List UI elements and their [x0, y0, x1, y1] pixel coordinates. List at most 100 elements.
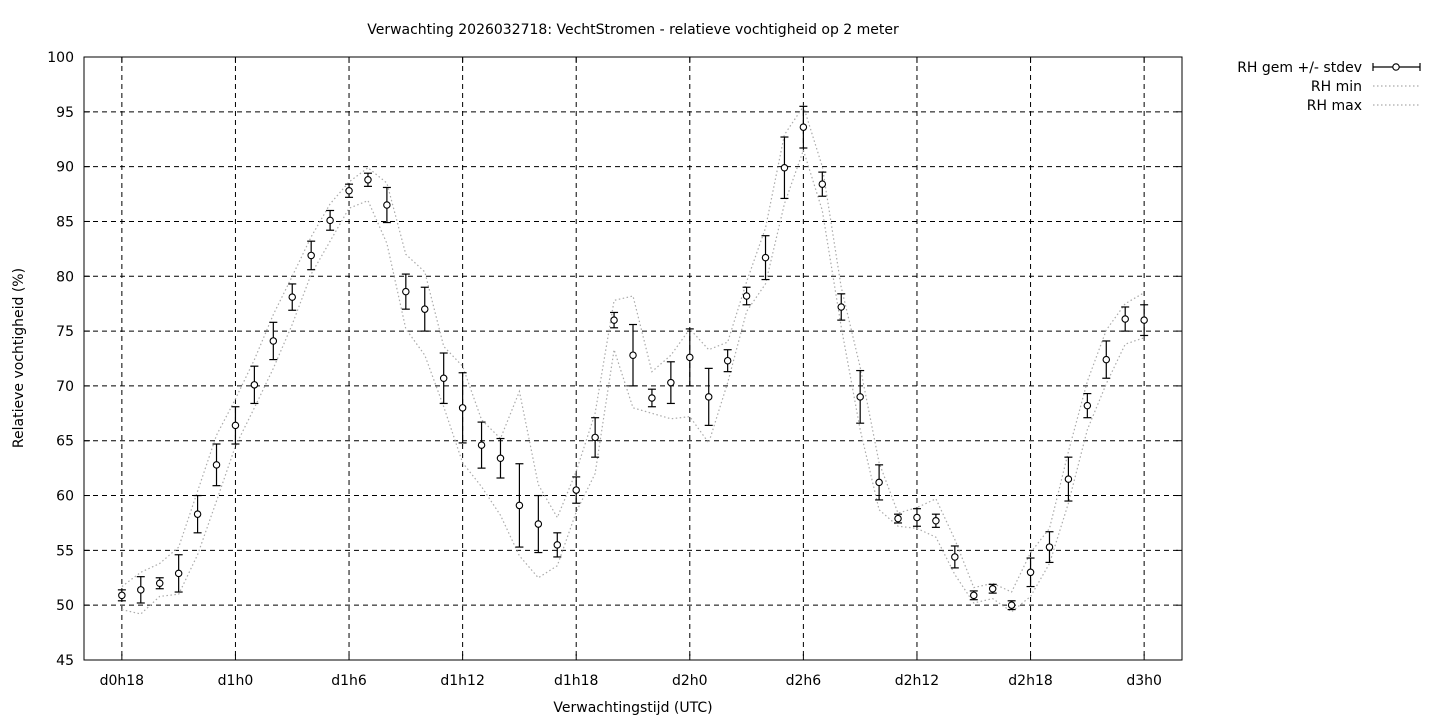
- mean-marker: [686, 353, 694, 362]
- data-point: [363, 172, 372, 187]
- mean-marker: [269, 337, 278, 345]
- data-point: [931, 513, 940, 528]
- data-point: [969, 590, 978, 601]
- data-point: [591, 417, 600, 458]
- data-point: [155, 577, 164, 590]
- data-point: [761, 235, 770, 281]
- y-tick-label: 50: [56, 598, 74, 614]
- mean-marker: [231, 421, 240, 430]
- y-tick-label: 75: [56, 324, 74, 340]
- mean-marker: [894, 514, 902, 523]
- data-point: [1026, 557, 1035, 588]
- mean-marker: [1007, 601, 1016, 609]
- y-tick-label: 60: [56, 489, 74, 505]
- mean-marker: [572, 486, 580, 494]
- mean-marker: [704, 393, 713, 401]
- x-tick-label: d1h18: [554, 673, 598, 689]
- mean-marker: [742, 292, 751, 300]
- legend-label: RH min: [1311, 79, 1362, 95]
- mean-marker: [477, 441, 486, 449]
- data-point: [704, 367, 713, 426]
- data-point: [288, 283, 297, 311]
- data-point: [401, 273, 410, 310]
- mean-marker: [515, 501, 524, 510]
- data-point: [269, 321, 278, 361]
- mean-marker: [837, 303, 845, 311]
- mean-marker: [875, 478, 883, 487]
- data-point: [875, 464, 884, 501]
- mean-marker: [250, 381, 259, 389]
- data-point: [1045, 531, 1054, 564]
- data-point: [856, 369, 865, 424]
- series-lines: [121, 104, 1145, 615]
- mean-marker: [723, 356, 732, 365]
- data-point: [250, 365, 259, 405]
- x-axis: d0h18 d1h0 d1h6 d1h12 d1h18 d2h0 d2h6 d2h12 d2h1…: [100, 57, 1162, 689]
- mean-marker: [629, 351, 637, 359]
- y-tick-label: 100: [47, 50, 74, 66]
- mean-marker: [648, 394, 656, 402]
- data-point: [912, 508, 921, 527]
- mean-marker: [174, 569, 183, 578]
- data-point: [553, 532, 562, 558]
- data-point: [193, 494, 202, 534]
- data-point: [1007, 600, 1016, 611]
- data-point: [534, 494, 543, 554]
- mean-marker: [951, 553, 959, 561]
- data-point: [818, 171, 827, 197]
- mean-marker: [307, 251, 315, 260]
- mean-marker: [932, 517, 940, 525]
- data-point: [1083, 392, 1092, 419]
- data-point: [345, 183, 354, 198]
- error-bars: [117, 105, 1149, 611]
- y-tick-label: 65: [56, 434, 74, 450]
- mean-marker: [288, 293, 296, 301]
- mean-marker: [667, 378, 675, 387]
- data-point: [666, 361, 675, 405]
- x-tick-label: d2h18: [1008, 673, 1052, 689]
- legend-marker: [1392, 63, 1400, 71]
- data-point: [458, 372, 467, 444]
- data-point: [988, 583, 997, 594]
- mean-marker: [1102, 355, 1111, 364]
- y-tick-label: 55: [56, 543, 74, 559]
- x-tick-label: d2h12: [895, 673, 939, 689]
- x-tick-label: d2h6: [786, 673, 822, 689]
- x-axis-label: Verwachtingstijd (UTC): [553, 700, 712, 716]
- data-point: [1102, 340, 1111, 379]
- legend: RH gem +/- stdev RH min RH max: [1237, 60, 1421, 114]
- x-tick-label: d0h18: [100, 673, 144, 689]
- x-tick-label: d2h0: [672, 673, 708, 689]
- data-point: [307, 240, 316, 271]
- data-point: [1140, 304, 1149, 337]
- data-point: [420, 286, 429, 332]
- data-point: [515, 463, 524, 548]
- data-point: [723, 349, 732, 373]
- mean-marker: [193, 510, 202, 518]
- y-tick-label: 70: [56, 379, 74, 395]
- y-tick-label: 85: [56, 214, 74, 230]
- x-tick-label: d1h6: [331, 673, 367, 689]
- mean-marker: [780, 163, 789, 172]
- legend-label: RH max: [1307, 98, 1362, 114]
- mean-marker: [610, 316, 618, 324]
- data-point: [950, 545, 959, 569]
- data-point: [439, 352, 448, 405]
- mean-marker: [553, 541, 562, 549]
- mean-marker: [1045, 543, 1054, 551]
- legend-label: RH gem +/- stdev: [1237, 60, 1362, 76]
- mean-marker: [345, 187, 353, 195]
- mean-marker: [1026, 568, 1035, 577]
- data-point: [837, 293, 846, 321]
- mean-marker: [402, 287, 410, 296]
- data-point: [212, 443, 221, 487]
- mean-marker: [1083, 401, 1092, 410]
- data-point: [685, 328, 694, 387]
- data-point: [231, 406, 240, 445]
- x-tick-label: d1h12: [440, 673, 484, 689]
- data-point: [382, 186, 391, 224]
- mean-marker: [856, 393, 864, 401]
- mean-marker: [1121, 315, 1129, 323]
- mean-marker: [439, 374, 448, 382]
